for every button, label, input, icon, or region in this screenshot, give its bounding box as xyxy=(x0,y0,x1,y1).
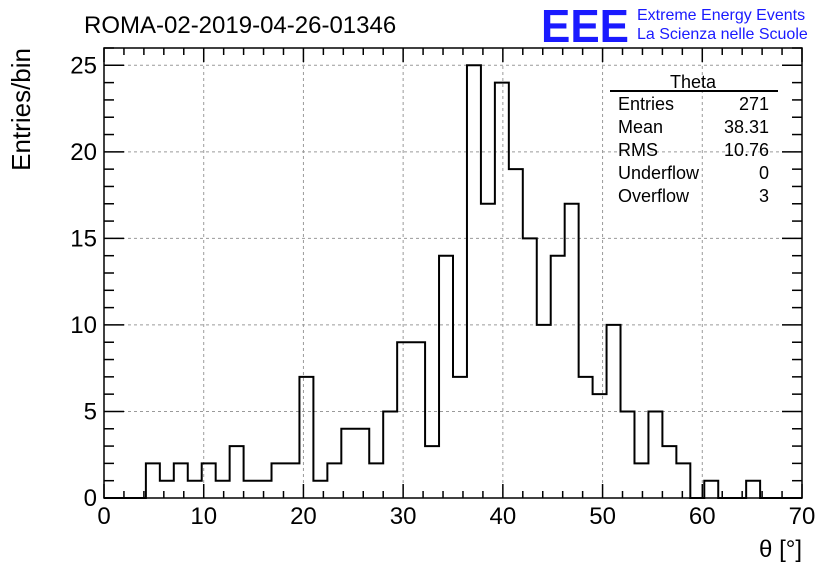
x-tick-label: 60 xyxy=(689,503,716,530)
y-tick-label: 15 xyxy=(70,225,97,252)
x-tick-label: 70 xyxy=(789,503,816,530)
stats-value: 38.31 xyxy=(724,117,769,137)
x-tick-label: 10 xyxy=(190,503,217,530)
stats-value: 3 xyxy=(759,186,769,206)
stats-value: 0 xyxy=(759,163,769,183)
stats-label: Mean xyxy=(618,117,663,137)
y-tick-labels: 0 5 10 15 20 25 xyxy=(70,52,97,512)
y-tick-label: 20 xyxy=(70,139,97,166)
stats-label: Underflow xyxy=(618,163,700,183)
stats-box: Theta Entries 271 Mean 38.31 RMS 10.76 Underfl… xyxy=(610,72,778,206)
histogram-outline xyxy=(104,64,802,499)
x-tick-label: 40 xyxy=(490,503,517,530)
stats-label: Entries xyxy=(618,94,674,114)
stats-value: 10.76 xyxy=(724,140,769,160)
x-tick-label: 30 xyxy=(390,503,417,530)
stats-label: Overflow xyxy=(618,186,690,206)
stats-label: RMS xyxy=(618,140,658,160)
y-tick-label: 10 xyxy=(70,312,97,339)
y-tick-label: 25 xyxy=(70,52,97,79)
grid-lines xyxy=(104,48,802,498)
y-tick-label: 0 xyxy=(84,485,97,512)
x-axis-label: θ [°] xyxy=(759,536,802,563)
chart-title: ROMA-02-2019-04-26-01346 xyxy=(84,12,396,39)
x-tick-label: 20 xyxy=(290,503,317,530)
stats-value: 271 xyxy=(739,94,769,114)
x-tick-label: 0 xyxy=(97,503,110,530)
axis-ticks xyxy=(103,47,803,499)
stats-box-title: Theta xyxy=(670,72,717,92)
y-tick-label: 5 xyxy=(84,398,97,425)
stats-rows: Entries 271 Mean 38.31 RMS 10.76 Underflow 0 Ove… xyxy=(618,94,769,206)
eee-logo: EEE xyxy=(541,0,629,52)
logo-line-1: Extreme Energy Events xyxy=(637,7,805,24)
x-tick-label: 50 xyxy=(589,503,616,530)
x-tick-labels: 0 10 20 30 40 50 60 70 xyxy=(97,503,815,530)
y-axis-label: Entries/bin xyxy=(6,48,36,171)
logo-line-2: La Scienza nelle Scuole xyxy=(637,26,808,43)
